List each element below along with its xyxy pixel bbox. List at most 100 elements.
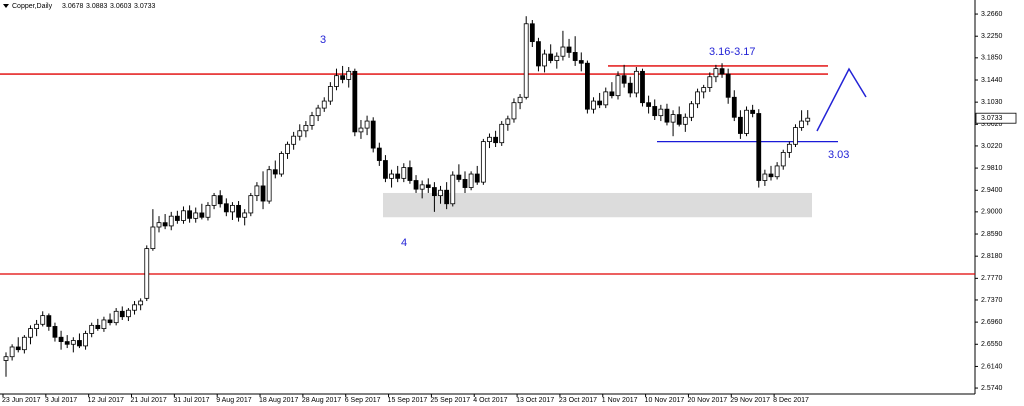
candle-body — [162, 222, 168, 227]
x-tick-label: 6 Sep 2017 — [345, 397, 381, 404]
candle-body — [487, 136, 492, 143]
annotation: 3.03 — [828, 149, 849, 161]
candle-body — [591, 100, 596, 110]
candle-body — [505, 118, 511, 125]
y-tick-label: 2.7770 — [981, 275, 1003, 282]
candle-body — [462, 179, 468, 188]
candle-body — [58, 336, 64, 342]
candle-body — [138, 300, 144, 306]
x-tick-label: 23 Jun 2017 — [2, 397, 41, 404]
candle-body — [425, 184, 431, 188]
candle-body — [744, 109, 749, 134]
menu-triangle — [3, 4, 9, 8]
candle-body — [107, 319, 113, 324]
candle-body — [119, 310, 125, 318]
candle-body — [768, 173, 774, 178]
candle-body — [156, 222, 162, 228]
candle-body — [474, 173, 480, 183]
candle-body — [193, 212, 199, 219]
candle-body — [285, 143, 290, 154]
x-tick-label: 23 Oct 2017 — [559, 397, 597, 404]
candle-body — [40, 315, 46, 325]
candle-body — [578, 60, 584, 64]
y-tick-label: 2.6550 — [981, 341, 1003, 348]
candle-body — [334, 75, 339, 87]
candle-body — [407, 167, 413, 181]
candle-body — [181, 210, 186, 221]
candle-body — [28, 328, 33, 338]
candle-body — [670, 114, 676, 123]
candle-body — [658, 108, 664, 117]
candle-body — [419, 184, 425, 190]
candle-body — [450, 174, 456, 205]
candle-body — [383, 160, 388, 179]
y-tick-label: 2.5740 — [981, 385, 1003, 392]
candle-body — [774, 165, 780, 178]
y-tick-label: 3.2660 — [981, 11, 1003, 18]
candle-body — [144, 248, 150, 299]
last-price-tag — [975, 112, 1017, 124]
candle-body — [266, 169, 272, 202]
candle-body — [346, 70, 352, 80]
candle-body — [315, 107, 321, 117]
candle-body — [303, 124, 309, 132]
x-tick-label: 15 Sep 2017 — [388, 397, 428, 404]
candle-body — [725, 73, 731, 98]
candle-body — [719, 68, 725, 75]
candle-body — [615, 75, 621, 97]
candle-body — [560, 46, 566, 57]
candle-body — [309, 115, 315, 126]
candle-body — [3, 356, 9, 361]
x-tick-label: 21 Jul 2017 — [131, 397, 167, 404]
candle-body — [364, 120, 370, 129]
y-tick-label: 2.7370 — [981, 297, 1003, 304]
candle-body — [627, 82, 633, 94]
candle-body — [248, 195, 254, 214]
candle-body — [493, 136, 499, 144]
annotation: 4 — [401, 237, 407, 249]
header-value: 3.0603 — [110, 3, 132, 10]
header-value: 3.0678 — [62, 3, 84, 10]
candle-body — [554, 55, 560, 61]
candle-body — [517, 96, 523, 104]
candle-body — [370, 120, 376, 149]
candle-body — [652, 106, 658, 117]
x-tick-label: 4 Oct 2017 — [473, 397, 507, 404]
y-tick-label: 3.1030 — [981, 99, 1003, 106]
y-tick-label: 2.6140 — [981, 363, 1003, 370]
x-tick-label: 28 Aug 2017 — [302, 397, 341, 404]
candle-body — [150, 226, 156, 250]
candle-body — [199, 212, 205, 218]
y-tick-label: 2.6960 — [981, 319, 1003, 326]
candle-body — [646, 102, 651, 107]
candle-body — [750, 109, 756, 114]
candle-body — [254, 185, 260, 197]
candle-body — [358, 127, 364, 133]
header-value: 3.0883 — [86, 3, 108, 10]
y-tick-label: 2.9400 — [981, 187, 1003, 194]
candle-body — [340, 75, 346, 80]
candle-body — [278, 153, 284, 175]
candle-body — [701, 87, 707, 93]
candle-body — [542, 53, 547, 67]
candle-body — [242, 212, 248, 218]
candle-body — [799, 120, 804, 128]
y-tick-label: 2.9810 — [981, 165, 1003, 172]
x-tick-label: 1 Nov 2017 — [602, 397, 638, 404]
candle-body — [603, 91, 609, 106]
candle-body — [456, 174, 462, 180]
annotation: 3.16-3.17 — [709, 46, 755, 58]
candle-body — [633, 70, 639, 94]
candle-body — [597, 100, 603, 106]
candle-body — [77, 340, 82, 347]
candle-body — [401, 167, 407, 179]
candle-body — [291, 135, 297, 145]
candle-body — [15, 346, 21, 351]
candle-body — [217, 195, 223, 205]
candle-body — [762, 173, 768, 181]
x-tick-label: 25 Sep 2017 — [430, 397, 470, 404]
y-tick-label: 2.9000 — [981, 209, 1003, 216]
candle-body — [444, 189, 450, 205]
annotation: 3 — [320, 34, 326, 46]
candle-body — [126, 309, 131, 318]
